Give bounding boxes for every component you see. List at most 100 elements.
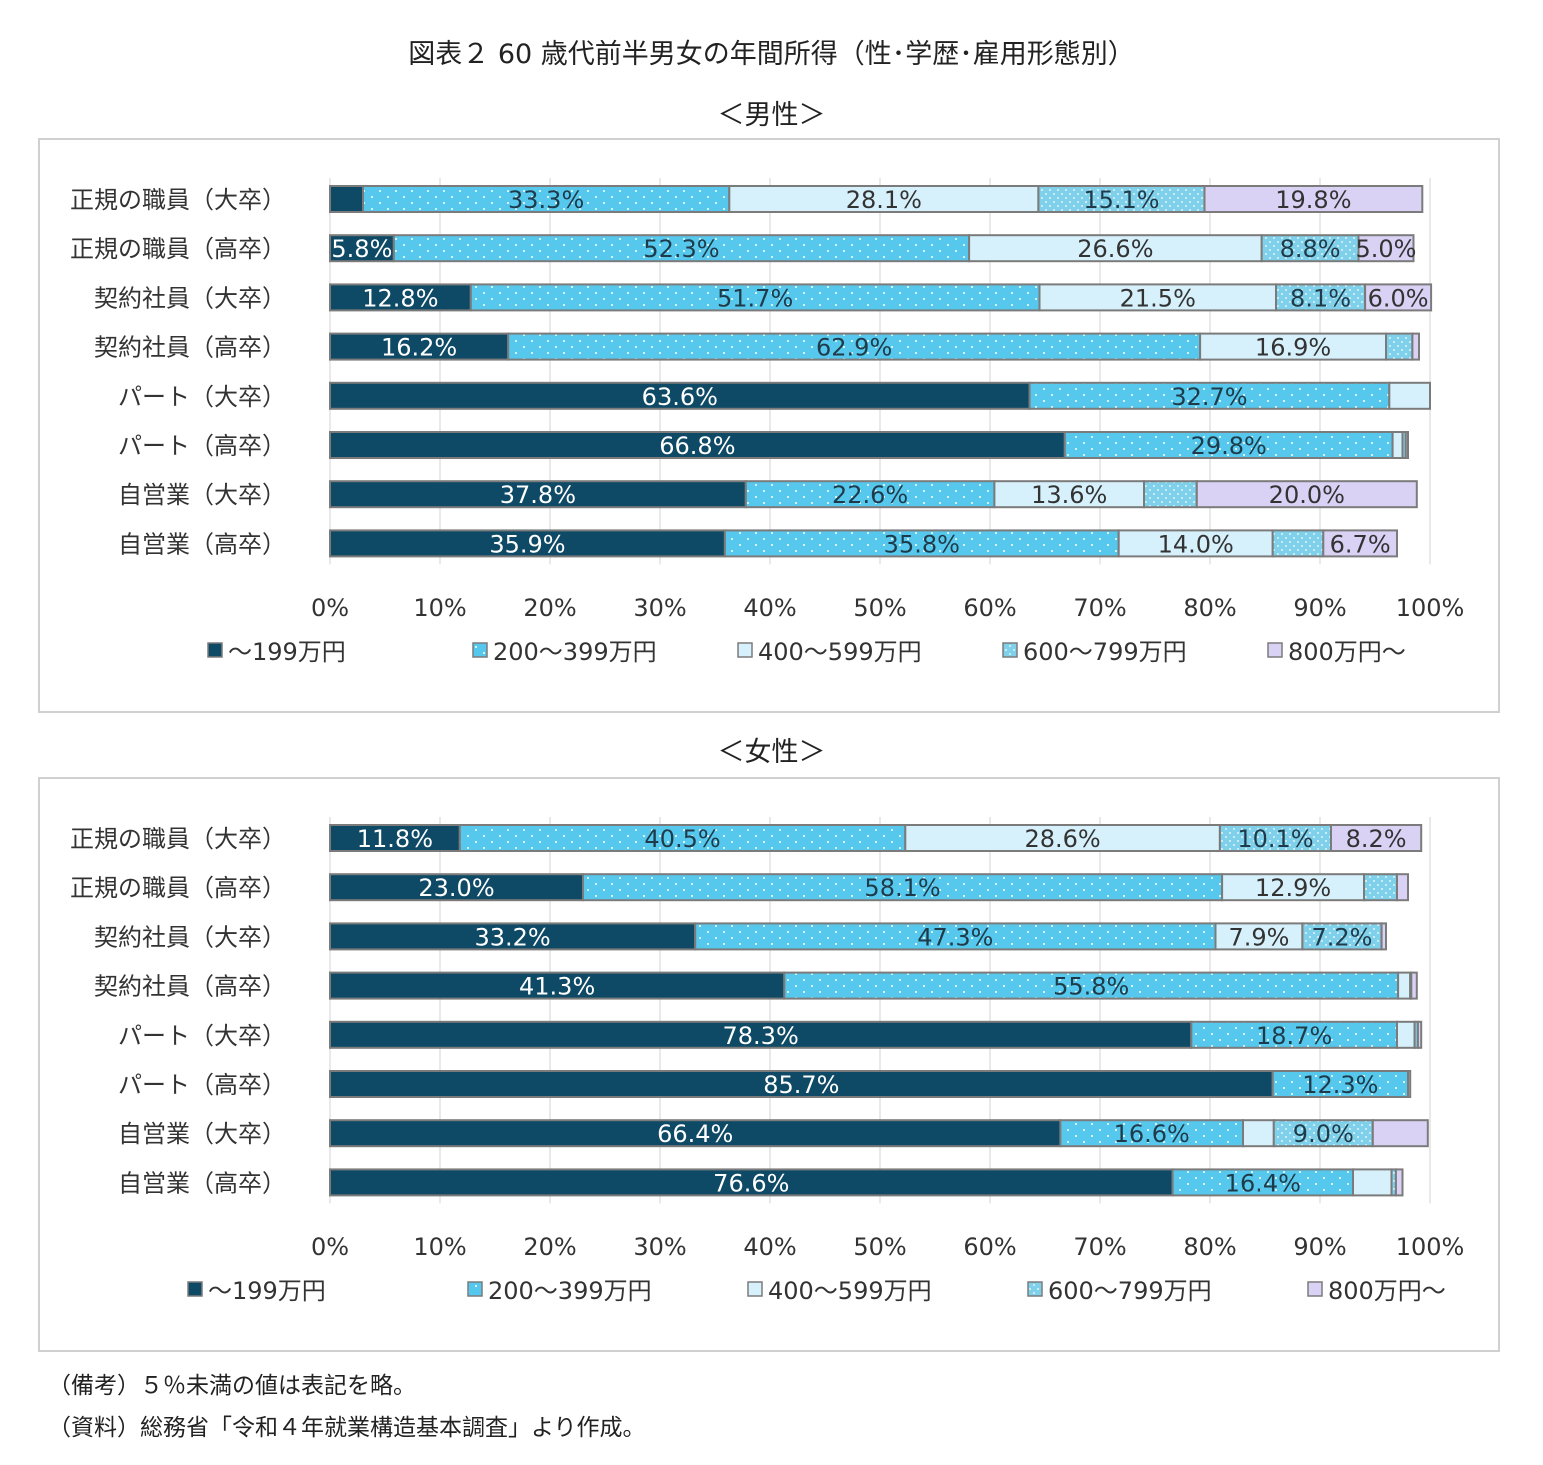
bar-segment xyxy=(1388,381,1432,410)
female-chart-svg: 正規の職員（大卒） 11.8% 40.5% 28.6% 10.1% 8.2% 正規の職員（高… xyxy=(70,817,1465,1305)
category-label: 正規の職員（大卒） xyxy=(70,825,286,853)
bar-segment xyxy=(329,873,584,902)
x-tick-label: 50% xyxy=(853,594,906,622)
legend-swatch xyxy=(472,642,488,658)
bar-segment xyxy=(392,234,971,263)
category-label: パート（大卒） xyxy=(118,383,286,411)
data-label: 19.8% xyxy=(1275,186,1351,214)
female-chart-title: ＜女性＞ xyxy=(717,737,826,768)
data-label: 5.8% xyxy=(331,235,392,263)
bar-segment xyxy=(744,480,996,509)
category-label: 自営業（大卒） xyxy=(118,1120,286,1148)
legend-label: 400～599万円 xyxy=(768,1277,932,1305)
data-label: 16.2% xyxy=(381,334,457,362)
category-label: 自営業（高卒） xyxy=(118,1169,286,1197)
bar-segment xyxy=(1404,431,1410,459)
bar-segment xyxy=(1416,1020,1423,1049)
data-label: 66.4% xyxy=(657,1120,733,1148)
bar-segment xyxy=(1322,529,1399,558)
data-label: 15.1% xyxy=(1083,186,1159,214)
data-label: 29.8% xyxy=(1191,432,1267,460)
bar-segment xyxy=(1385,332,1414,361)
bar-segment xyxy=(1301,922,1383,951)
data-label: 10.1% xyxy=(1237,825,1313,853)
bar-segment xyxy=(1199,332,1387,361)
data-label: 37.8% xyxy=(500,481,576,509)
data-label: 14.0% xyxy=(1158,530,1234,558)
bar-segment xyxy=(1143,480,1198,509)
bar-segment xyxy=(329,1168,1174,1197)
x-tick-label: 30% xyxy=(633,594,686,622)
data-label: 35.8% xyxy=(884,530,960,558)
legend-label: 200～399万円 xyxy=(493,638,657,666)
data-label: 76.6% xyxy=(713,1169,789,1197)
data-label: 51.7% xyxy=(717,284,793,312)
data-label: 63.6% xyxy=(642,383,718,411)
bar-segment xyxy=(329,185,364,213)
x-tick-label: 100% xyxy=(1396,594,1465,622)
category-label: 正規の職員（高卒） xyxy=(70,235,286,263)
data-label: 20.0% xyxy=(1269,481,1345,509)
legend-swatch xyxy=(1307,1281,1323,1297)
bar-segment xyxy=(1411,332,1421,361)
bar-segment xyxy=(329,431,1066,459)
data-label: 66.8% xyxy=(659,432,735,460)
legend-swatch xyxy=(737,642,753,658)
data-label: 52.3% xyxy=(643,235,719,263)
bar-segment xyxy=(1391,431,1404,459)
data-label: 23.0% xyxy=(418,874,494,902)
bar-segment xyxy=(362,185,731,213)
bar-segment xyxy=(1330,824,1423,852)
legend-swatch xyxy=(187,1281,203,1297)
data-label: 35.9% xyxy=(489,530,565,558)
category-label: パート（高卒） xyxy=(118,1071,286,1099)
data-label: 12.9% xyxy=(1255,874,1331,902)
category-label: 契約社員（高卒） xyxy=(94,973,286,1001)
data-label: 18.7% xyxy=(1256,1022,1332,1050)
legend-label: ～199万円 xyxy=(208,1277,326,1305)
x-tick-label: 20% xyxy=(523,1233,576,1261)
data-label: 62.9% xyxy=(816,334,892,362)
data-label: 26.6% xyxy=(1077,235,1153,263)
data-label: 16.4% xyxy=(1225,1169,1301,1197)
data-label: 28.1% xyxy=(846,186,922,214)
bar-segment xyxy=(723,529,1120,558)
data-label: 33.3% xyxy=(508,186,584,214)
data-label: 28.6% xyxy=(1024,825,1100,853)
bar-segment xyxy=(582,873,1224,902)
note-source: （資料）総務省「令和４年就業構造基本調査」より作成。 xyxy=(48,1415,646,1441)
data-label: 47.3% xyxy=(917,923,993,951)
bar-segment xyxy=(1063,431,1394,459)
bar-segment xyxy=(1371,1119,1429,1148)
data-label: 5.0% xyxy=(1356,235,1417,263)
bar-segment xyxy=(728,185,1040,213)
data-label: 21.5% xyxy=(1120,284,1196,312)
x-tick-label: 100% xyxy=(1396,1233,1465,1261)
x-tick-label: 70% xyxy=(1073,594,1126,622)
bar-segment xyxy=(1394,1168,1404,1197)
data-label: 33.2% xyxy=(474,923,550,951)
x-tick-label: 60% xyxy=(963,594,1016,622)
bar-segment xyxy=(329,824,461,852)
legend-swatch xyxy=(747,1281,763,1297)
bar-segment xyxy=(1275,283,1367,312)
data-label: 16.9% xyxy=(1255,334,1331,362)
bar-segment xyxy=(329,480,747,509)
data-label: 22.6% xyxy=(832,481,908,509)
legend-swatch xyxy=(1027,1281,1043,1297)
figure-title: 図表２ 60 歳代前半男女の年間所得（性･学歴･雇用形態別） xyxy=(408,39,1135,70)
x-tick-label: 40% xyxy=(743,594,796,622)
bar-segment xyxy=(1363,873,1398,902)
data-label: 6.7% xyxy=(1330,530,1391,558)
bar-segment xyxy=(1059,1119,1245,1148)
category-label: 正規の職員（大卒） xyxy=(70,186,286,214)
data-label: 41.3% xyxy=(519,973,595,1001)
bar-segment xyxy=(1357,234,1415,263)
category-label: パート（高卒） xyxy=(118,432,286,460)
legend-label: 600～799万円 xyxy=(1023,638,1187,666)
category-label: 自営業（大卒） xyxy=(118,481,286,509)
x-tick-label: 10% xyxy=(413,1233,466,1261)
x-tick-label: 80% xyxy=(1183,594,1236,622)
data-label: 85.7% xyxy=(763,1071,839,1099)
male-chart-panel: 正規の職員（大卒） 33.3% 28.1% 15.1% 19.8% 正規の職員（高卒） 5.… xyxy=(38,138,1500,713)
